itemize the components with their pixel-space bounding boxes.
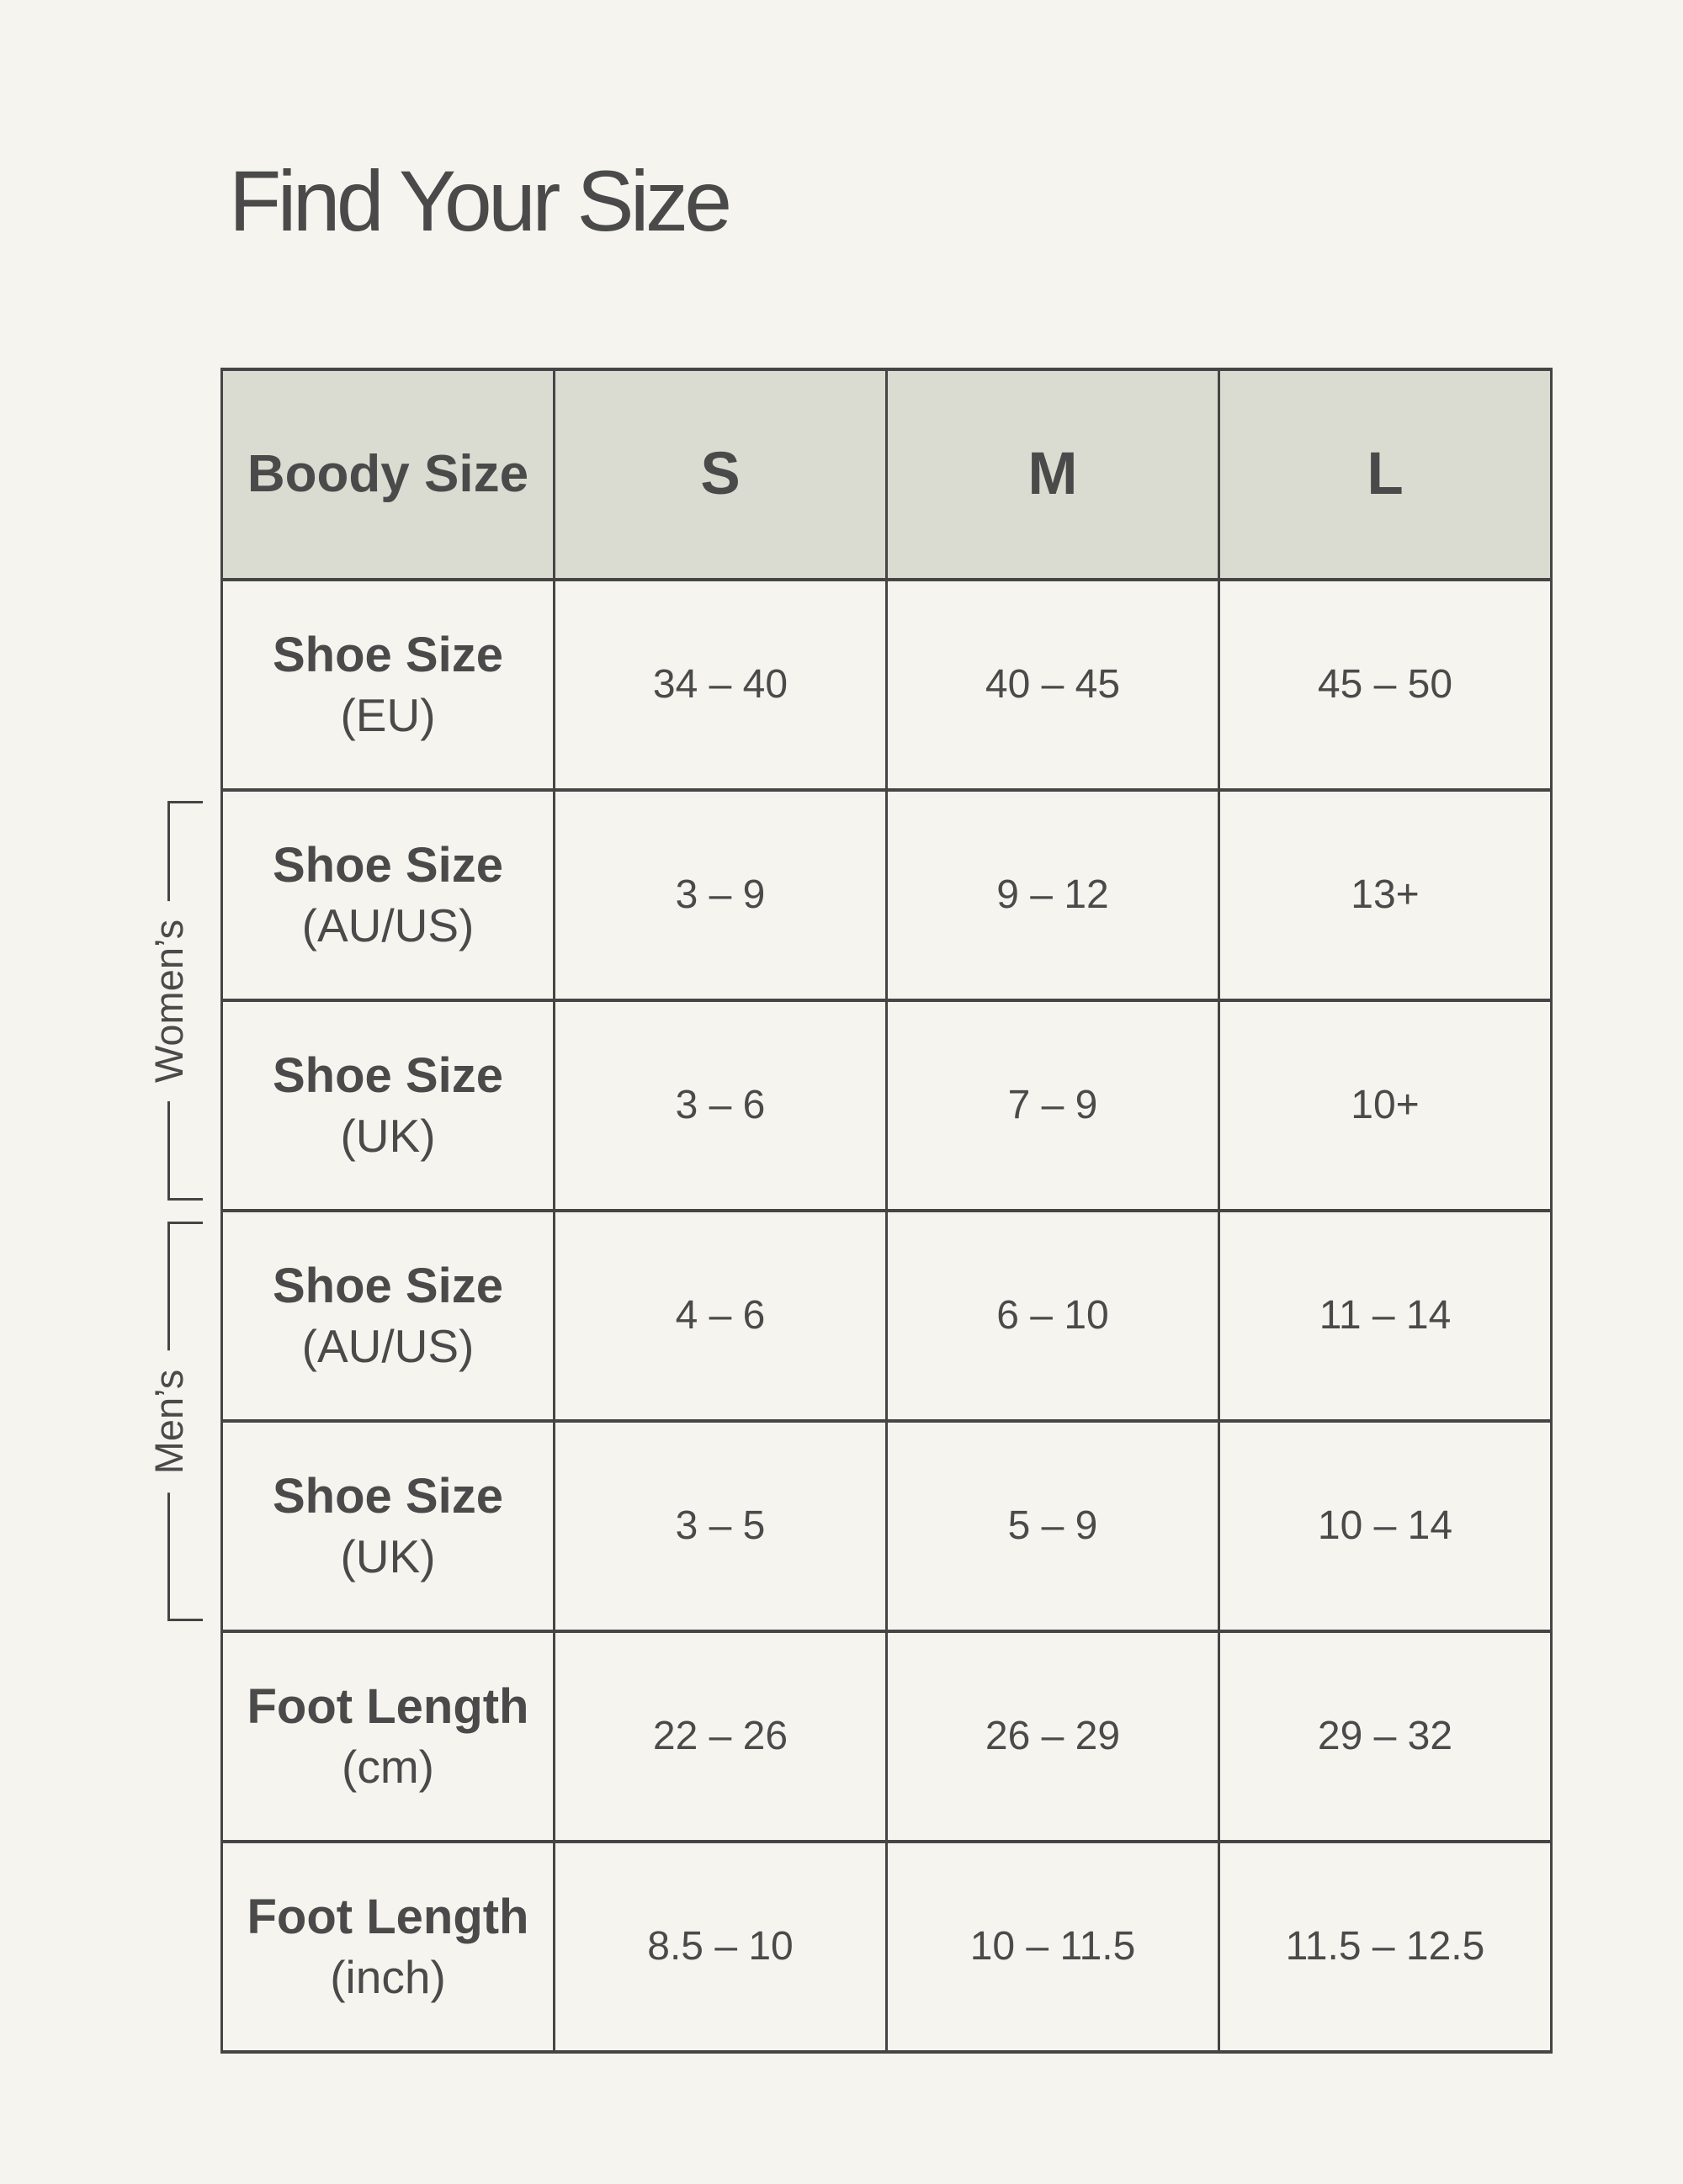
cell-eu-m: 40 – 45 xyxy=(888,581,1218,788)
row-label-line1: Foot Length xyxy=(247,1679,529,1735)
row-label-mens-shoe-size-au-us: Shoe Size (AU/US) xyxy=(223,1212,553,1419)
row-label-line2: (inch) xyxy=(330,1950,446,2003)
row-label-womens-shoe-size-uk: Shoe Size (UK) xyxy=(223,1002,553,1209)
cell-womens-au-us-m: 9 – 12 xyxy=(888,792,1218,999)
header-cell-size-m: M xyxy=(888,371,1218,578)
header-cell-size-s: S xyxy=(555,371,885,578)
cell-foot-inch-m: 10 – 11.5 xyxy=(888,1843,1218,2050)
header-cell-boody-size: Boody Size xyxy=(223,371,553,578)
row-label-line1: Shoe Size xyxy=(273,1469,503,1524)
row-label-line2: (AU/US) xyxy=(301,899,475,952)
cell-womens-uk-l: 10+ xyxy=(1220,1002,1550,1209)
row-label-line1: Shoe Size xyxy=(273,1048,503,1104)
row-label-line2: (UK) xyxy=(340,1109,436,1162)
cell-mens-au-us-l: 11 – 14 xyxy=(1220,1212,1550,1419)
cell-foot-inch-s: 8.5 – 10 xyxy=(555,1843,885,2050)
size-chart-table: Boody Size S M L Shoe Size (EU) 34 – 40 … xyxy=(220,368,1553,2054)
row-label-shoe-size-eu: Shoe Size (EU) xyxy=(223,581,553,788)
cell-eu-s: 34 – 40 xyxy=(555,581,885,788)
row-label-line1: Shoe Size xyxy=(273,838,503,893)
row-label-foot-length-inch: Foot Length (inch) xyxy=(223,1843,553,2050)
cell-womens-uk-s: 3 – 6 xyxy=(555,1002,885,1209)
row-label-line1: Shoe Size xyxy=(273,1259,503,1314)
row-label-foot-length-cm: Foot Length (cm) xyxy=(223,1633,553,1840)
cell-foot-cm-s: 22 – 26 xyxy=(555,1633,885,1840)
cell-mens-uk-l: 10 – 14 xyxy=(1220,1423,1550,1630)
page-title: Find Your Size xyxy=(229,153,732,249)
row-label-mens-shoe-size-uk: Shoe Size (UK) xyxy=(223,1423,553,1630)
row-label-line2: (AU/US) xyxy=(301,1319,475,1372)
cell-eu-l: 45 – 50 xyxy=(1220,581,1550,788)
row-label-womens-shoe-size-au-us: Shoe Size (AU/US) xyxy=(223,792,553,999)
cell-foot-cm-l: 29 – 32 xyxy=(1220,1633,1550,1840)
header-cell-size-l: L xyxy=(1220,371,1550,578)
cell-foot-inch-l: 11.5 – 12.5 xyxy=(1220,1843,1550,2050)
cell-foot-cm-m: 26 – 29 xyxy=(888,1633,1218,1840)
womens-group-label: Women’s xyxy=(146,900,192,1101)
womens-group-bracket: Women’s xyxy=(146,801,203,1201)
cell-mens-au-us-m: 6 – 10 xyxy=(888,1212,1218,1419)
row-label-line1: Shoe Size xyxy=(273,628,503,683)
cell-mens-uk-m: 5 – 9 xyxy=(888,1423,1218,1630)
row-label-line2: (EU) xyxy=(340,688,436,741)
cell-womens-au-us-s: 3 – 9 xyxy=(555,792,885,999)
cell-womens-au-us-l: 13+ xyxy=(1220,792,1550,999)
row-label-line2: (cm) xyxy=(342,1740,434,1793)
row-label-line2: (UK) xyxy=(340,1529,436,1582)
mens-group-label: Men’s xyxy=(146,1350,192,1492)
cell-womens-uk-m: 7 – 9 xyxy=(888,1002,1218,1209)
row-label-line1: Foot Length xyxy=(247,1890,529,1945)
cell-mens-uk-s: 3 – 5 xyxy=(555,1423,885,1630)
cell-mens-au-us-s: 4 – 6 xyxy=(555,1212,885,1419)
mens-group-bracket: Men’s xyxy=(146,1222,203,1621)
